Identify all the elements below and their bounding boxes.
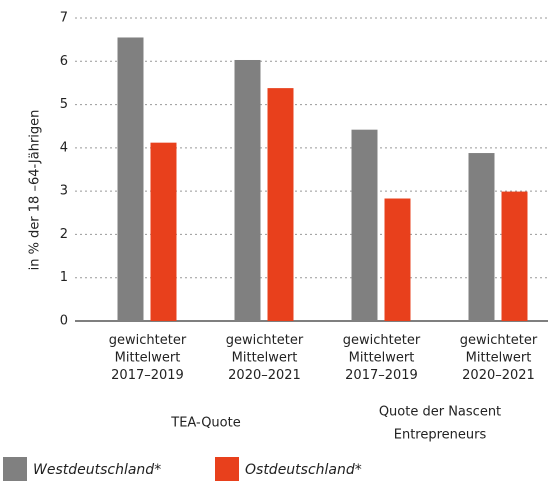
y-tick-label: 1 — [60, 270, 68, 285]
legend-swatch — [215, 457, 239, 481]
bar — [267, 88, 294, 321]
x-tick-label: gewichteter Mittelwert 2017–2019 — [343, 333, 421, 383]
y-tick-label: 4 — [60, 140, 68, 155]
group-label: TEA-Quote — [170, 416, 240, 431]
y-tick-label: 7 — [60, 11, 68, 26]
bar — [234, 59, 261, 321]
legend-label: Ostdeutschland* — [245, 462, 362, 478]
bar — [384, 198, 411, 321]
bar — [468, 153, 495, 321]
x-tick-label: gewichteter Mittelwert 2020–2021 — [460, 333, 538, 383]
y-tick-label: 0 — [60, 314, 68, 329]
bar — [117, 37, 144, 321]
x-tick-label: gewichteter Mittelwert 2020–2021 — [226, 333, 304, 383]
y-tick-label: 2 — [60, 227, 68, 242]
bar — [351, 129, 378, 321]
y-tick-label: 3 — [60, 184, 68, 199]
group-label: Quote der Nascent Entrepreneurs — [379, 404, 501, 442]
legend-label: Westdeutschland* — [33, 462, 161, 478]
bar — [501, 191, 528, 321]
legend-swatch — [3, 457, 27, 481]
y-tick-label: 6 — [60, 54, 68, 69]
y-tick-label: 5 — [60, 97, 68, 112]
bar — [150, 142, 177, 321]
x-tick-label: gewichteter Mittelwert 2017–2019 — [109, 333, 187, 383]
y-axis-label: in % der 18 –64-Jährigen — [28, 110, 43, 271]
